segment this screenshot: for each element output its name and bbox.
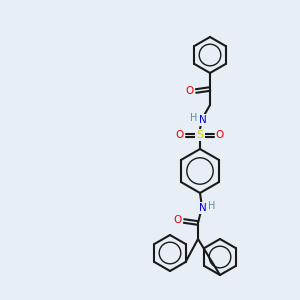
Text: O: O (176, 130, 184, 140)
Text: H: H (190, 113, 198, 123)
Text: S: S (196, 130, 204, 140)
Text: N: N (199, 203, 207, 213)
Text: N: N (199, 115, 207, 125)
Text: O: O (186, 86, 194, 96)
Text: O: O (216, 130, 224, 140)
Text: H: H (208, 201, 216, 211)
Text: O: O (174, 215, 182, 225)
